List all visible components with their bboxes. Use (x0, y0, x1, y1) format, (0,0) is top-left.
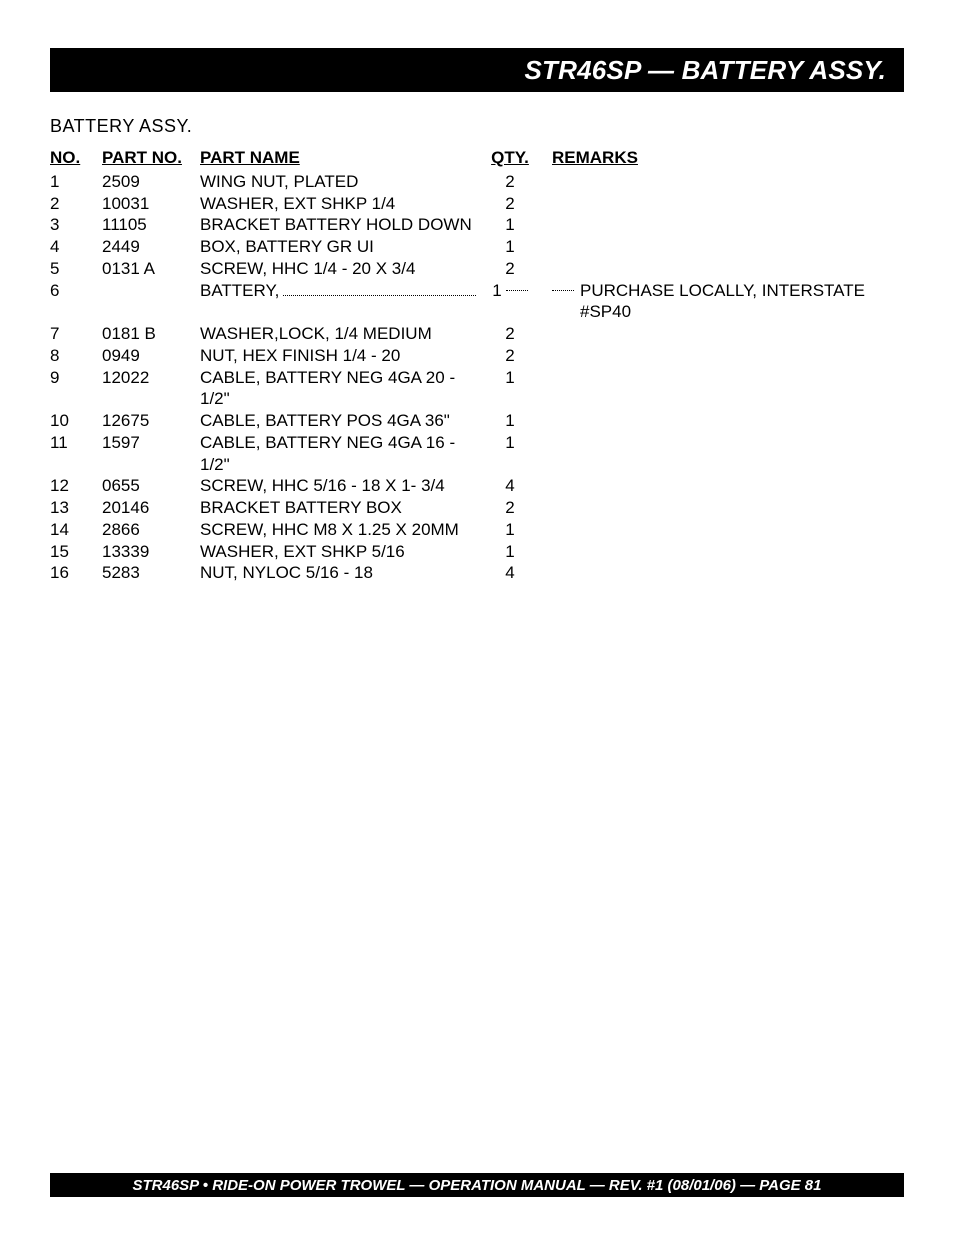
cell-name: WASHER,LOCK, 1/4 MEDIUM (200, 323, 480, 345)
cell-name: WASHER, EXT SHKP 1/4 (200, 193, 480, 215)
cell-qty: 2 (480, 193, 540, 215)
cell-partno: 1597 (102, 432, 200, 454)
table-row: 1513339WASHER, EXT SHKP 5/161 (50, 541, 904, 563)
col-header-name: PART NAME (200, 147, 480, 169)
parts-table-header: NO. PART NO. PART NAME QTY. REMARKS (50, 147, 904, 169)
cell-partno: 12675 (102, 410, 200, 432)
cell-no: 16 (50, 562, 102, 584)
cell-partno: 0131 A (102, 258, 200, 280)
cell-qty: 4 (480, 562, 540, 584)
cell-partno: 11105 (102, 214, 200, 236)
table-row: 1320146BRACKET BATTERY BOX2 (50, 497, 904, 519)
cell-partno: 5283 (102, 562, 200, 584)
cell-no: 8 (50, 345, 102, 367)
cell-name: SCREW, HHC M8 X 1.25 X 20MM (200, 519, 480, 541)
cell-name: CABLE, BATTERY NEG 4GA 20 - 1/2" (200, 367, 480, 411)
cell-name: CABLE, BATTERY POS 4GA 36" (200, 410, 480, 432)
cell-partno: 0949 (102, 345, 200, 367)
cell-qty: 1 (480, 410, 540, 432)
cell-qty: 4 (480, 475, 540, 497)
cell-partno: 2509 (102, 171, 200, 193)
title-bar: STR46SP — BATTERY ASSY. (50, 48, 904, 92)
cell-qty: 1 (480, 280, 540, 302)
cell-qty: 2 (480, 345, 540, 367)
table-row: 1012675CABLE, BATTERY POS 4GA 36"1 (50, 410, 904, 432)
cell-no: 10 (50, 410, 102, 432)
cell-no: 7 (50, 323, 102, 345)
table-row: 210031WASHER, EXT SHKP 1/42 (50, 193, 904, 215)
col-header-no: NO. (50, 147, 102, 169)
cell-qty: 1 (480, 367, 540, 389)
cell-name: CABLE, BATTERY NEG 4GA 16 - 1/2" (200, 432, 480, 476)
cell-no: 2 (50, 193, 102, 215)
cell-no: 14 (50, 519, 102, 541)
parts-table-body: 12509WING NUT, PLATED2210031WASHER, EXT … (50, 171, 904, 584)
col-header-remarks: REMARKS (540, 147, 904, 169)
cell-no: 9 (50, 367, 102, 389)
table-row: 42449BOX, BATTERY GR UI1 (50, 236, 904, 258)
table-row: 912022CABLE, BATTERY NEG 4GA 20 - 1/2"1 (50, 367, 904, 411)
cell-qty: 2 (480, 171, 540, 193)
cell-no: 15 (50, 541, 102, 563)
table-row: 12509WING NUT, PLATED2 (50, 171, 904, 193)
cell-no: 3 (50, 214, 102, 236)
cell-no: 4 (50, 236, 102, 258)
cell-partno: 20146 (102, 497, 200, 519)
parts-table: NO. PART NO. PART NAME QTY. REMARKS 1250… (50, 147, 904, 584)
cell-name: NUT, NYLOC 5/16 - 18 (200, 562, 480, 584)
cell-qty: 1 (480, 214, 540, 236)
cell-no: 13 (50, 497, 102, 519)
cell-name: NUT, HEX FINISH 1/4 - 20 (200, 345, 480, 367)
table-row: 50131 ASCREW, HHC 1/4 - 20 X 3/42 (50, 258, 904, 280)
cell-no: 6 (50, 280, 102, 302)
cell-partno: 2449 (102, 236, 200, 258)
cell-name: BRACKET BATTERY HOLD DOWN (200, 214, 480, 236)
cell-qty: 1 (480, 541, 540, 563)
table-row: 120655SCREW, HHC 5/16 - 18 X 1- 3/44 (50, 475, 904, 497)
col-header-qty: QTY. (480, 147, 540, 169)
cell-partno: 12022 (102, 367, 200, 389)
table-row: 111597CABLE, BATTERY NEG 4GA 16 - 1/2"1 (50, 432, 904, 476)
table-row: 80949NUT, HEX FINISH 1/4 - 202 (50, 345, 904, 367)
table-row: 165283NUT, NYLOC 5/16 - 184 (50, 562, 904, 584)
cell-partno: 13339 (102, 541, 200, 563)
cell-name: WASHER, EXT SHKP 5/16 (200, 541, 480, 563)
footer-bar: STR46SP • RIDE-ON POWER TROWEL — OPERATI… (50, 1173, 904, 1197)
footer-text: STR46SP • RIDE-ON POWER TROWEL — OPERATI… (132, 1177, 821, 1194)
cell-name: BATTERY, (200, 280, 480, 302)
cell-remarks: PURCHASE LOCALLY, INTERSTATE #SP40 (540, 280, 904, 324)
section-title: BATTERY ASSY. (50, 116, 904, 137)
cell-partno: 0181 B (102, 323, 200, 345)
cell-no: 1 (50, 171, 102, 193)
cell-qty: 1 (480, 236, 540, 258)
cell-qty: 2 (480, 323, 540, 345)
col-header-partno: PART NO. (102, 147, 200, 169)
cell-name: BRACKET BATTERY BOX (200, 497, 480, 519)
cell-name: WING NUT, PLATED (200, 171, 480, 193)
cell-no: 5 (50, 258, 102, 280)
cell-name: BOX, BATTERY GR UI (200, 236, 480, 258)
title-bar-text: STR46SP — BATTERY ASSY. (525, 55, 887, 86)
cell-qty: 1 (480, 519, 540, 541)
cell-qty: 1 (480, 432, 540, 454)
cell-no: 12 (50, 475, 102, 497)
cell-qty: 2 (480, 497, 540, 519)
cell-name: SCREW, HHC 5/16 - 18 X 1- 3/4 (200, 475, 480, 497)
page: STR46SP — BATTERY ASSY. BATTERY ASSY. NO… (0, 0, 954, 1235)
table-row: 6 BATTERY,1PURCHASE LOCALLY, INTERSTATE #… (50, 280, 904, 324)
cell-qty: 2 (480, 258, 540, 280)
cell-partno: 2866 (102, 519, 200, 541)
cell-partno: 10031 (102, 193, 200, 215)
cell-no: 11 (50, 432, 102, 454)
table-row: 142866SCREW, HHC M8 X 1.25 X 20MM1 (50, 519, 904, 541)
cell-partno: 0655 (102, 475, 200, 497)
table-row: 311105BRACKET BATTERY HOLD DOWN1 (50, 214, 904, 236)
table-row: 70181 BWASHER,LOCK, 1/4 MEDIUM2 (50, 323, 904, 345)
